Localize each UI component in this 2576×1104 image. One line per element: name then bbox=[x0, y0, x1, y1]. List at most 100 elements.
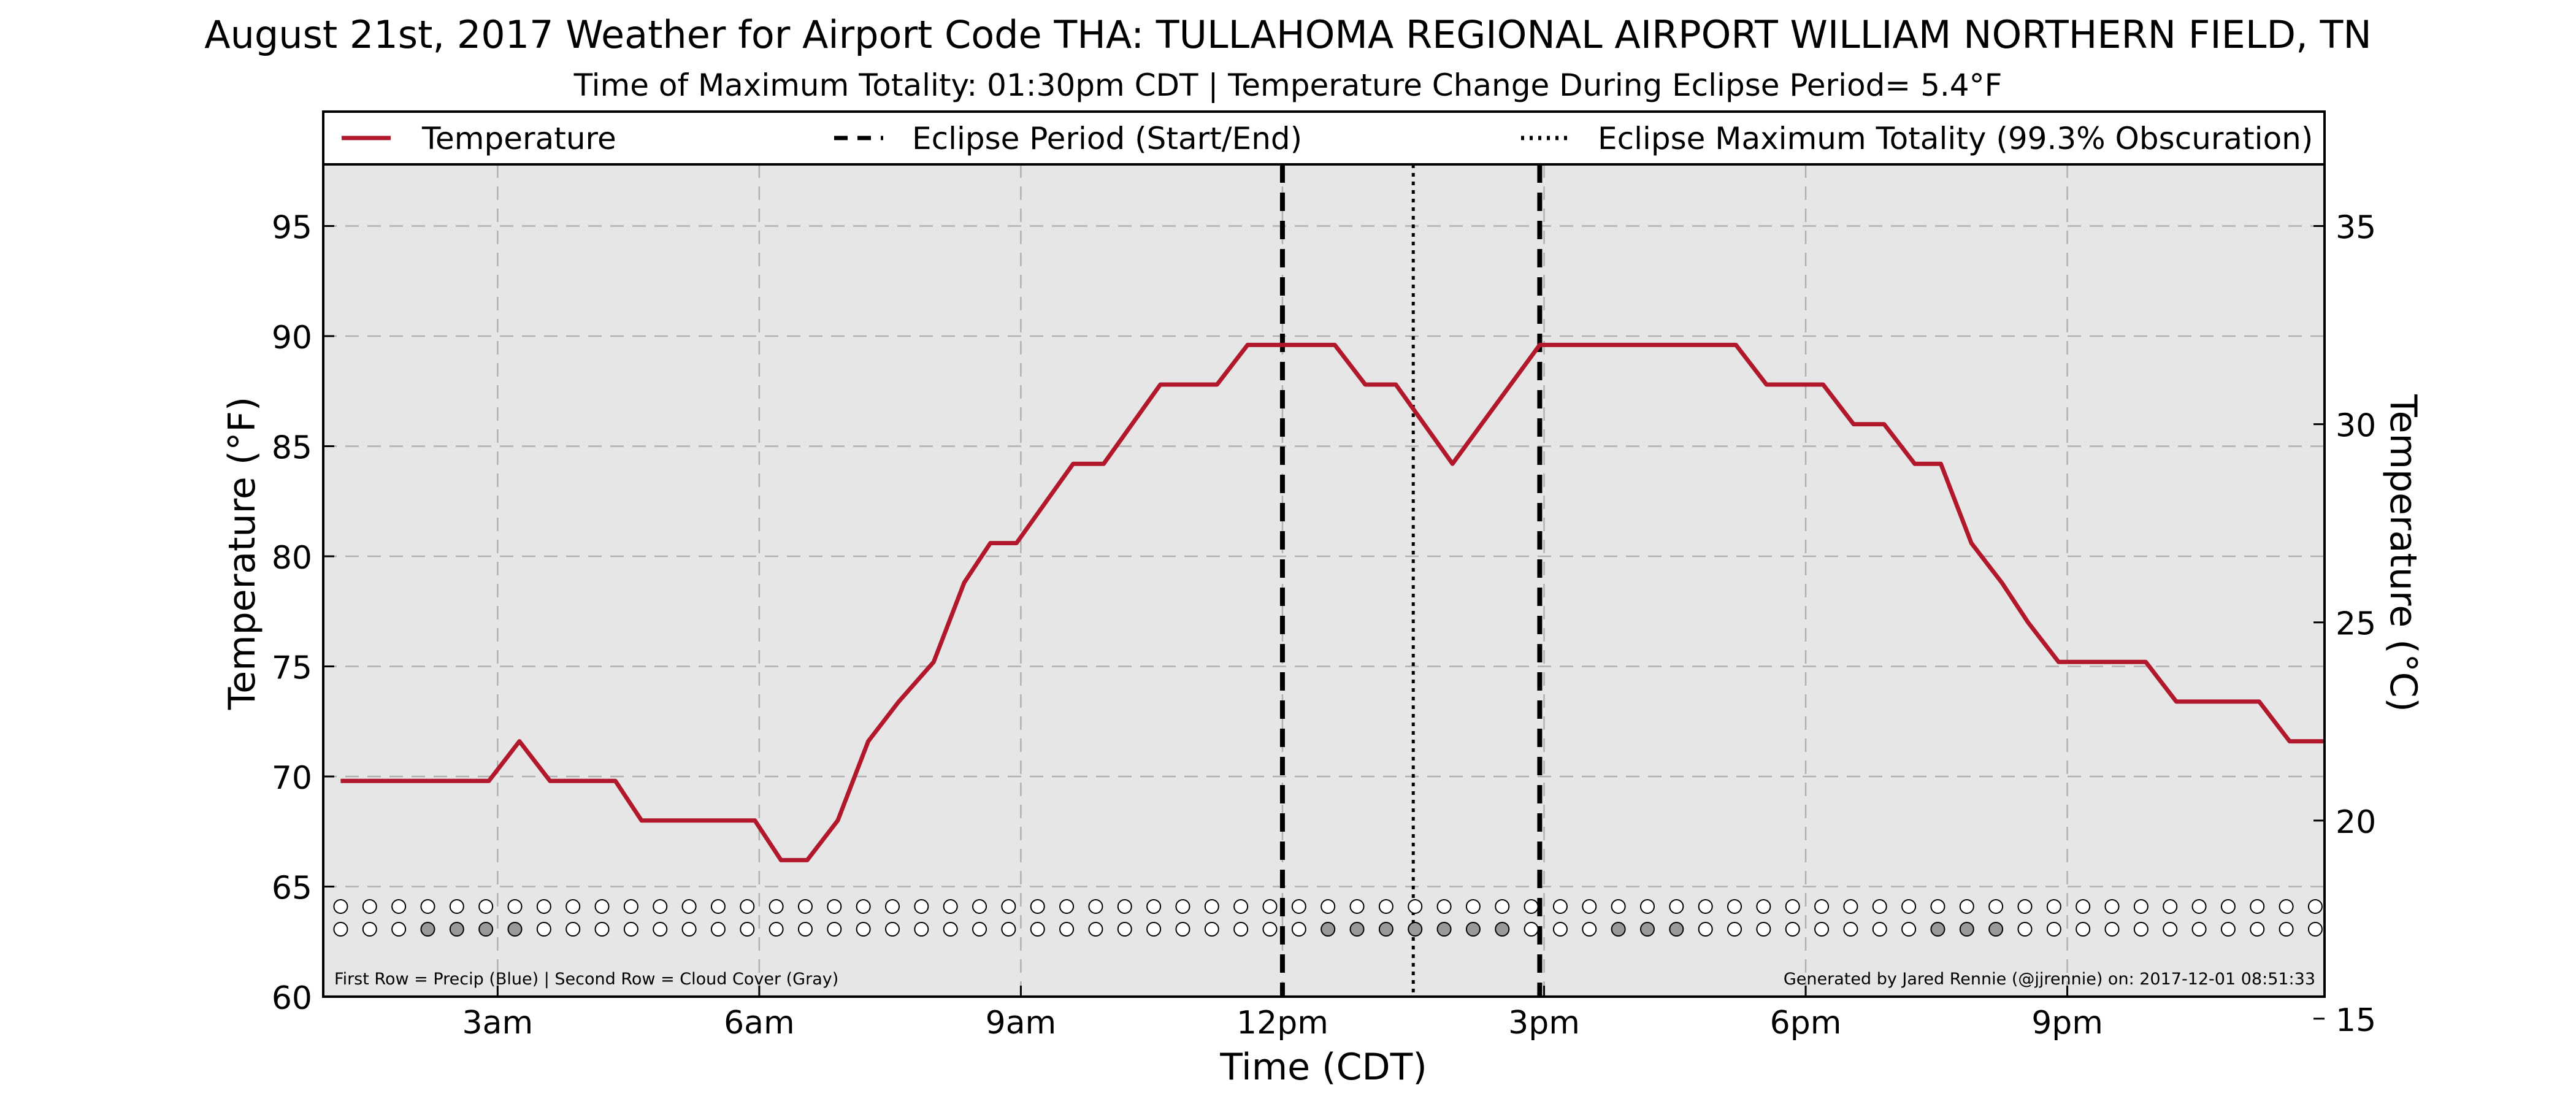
precip-marker bbox=[1030, 899, 1045, 914]
precip-marker bbox=[769, 899, 784, 914]
cloud-cover-marker bbox=[594, 922, 610, 937]
precip-marker bbox=[565, 899, 581, 914]
y-tick-label-left: 95 bbox=[272, 210, 312, 247]
cloud-cover-marker bbox=[827, 922, 842, 937]
precip-marker bbox=[1088, 899, 1103, 914]
cloud-cover-marker bbox=[420, 922, 435, 937]
precip-marker bbox=[2191, 899, 2207, 914]
precip-marker bbox=[1872, 899, 1887, 914]
legend-label: Eclipse Period (Start/End) bbox=[912, 121, 1302, 156]
cloud-cover-marker bbox=[885, 922, 900, 937]
grid bbox=[323, 164, 2325, 997]
cloud-cover-marker bbox=[681, 922, 697, 937]
cloud-cover-marker bbox=[1611, 922, 1626, 937]
precip-marker bbox=[1814, 899, 1830, 914]
precip-marker bbox=[623, 899, 638, 914]
x-axis-label: Time (CDT) bbox=[1219, 1046, 1427, 1089]
y-tick-label-right: 30 bbox=[2336, 408, 2376, 445]
precip-marker bbox=[1930, 899, 1945, 914]
precip-marker bbox=[710, 899, 726, 914]
cloud-cover-marker bbox=[1901, 922, 1917, 937]
cloud-cover-marker bbox=[856, 922, 871, 937]
precip-marker bbox=[2046, 899, 2061, 914]
cloud-cover-marker bbox=[710, 922, 726, 937]
footnote-right: Generated by Jared Rennie (@jjrennie) on… bbox=[1784, 970, 2315, 989]
plot-area bbox=[323, 164, 2325, 997]
cloud-cover-marker bbox=[1843, 922, 1858, 937]
precip-marker bbox=[1204, 899, 1219, 914]
cloud-cover-marker bbox=[2220, 922, 2236, 937]
y-tick-label-left: 65 bbox=[272, 870, 312, 907]
y-tick-label-right: 20 bbox=[2336, 804, 2376, 841]
precip-marker bbox=[2076, 899, 2091, 914]
cloud-cover-marker bbox=[449, 922, 464, 937]
y-tick-label-right: 25 bbox=[2336, 606, 2376, 643]
cloud-cover-marker bbox=[1698, 922, 1713, 937]
precip-marker bbox=[391, 899, 407, 914]
cloud-cover-marker bbox=[478, 922, 494, 937]
precip-marker bbox=[972, 899, 987, 914]
cloud-cover-marker bbox=[1814, 922, 1830, 937]
cloud-cover-marker bbox=[943, 922, 958, 937]
cloud-cover-marker bbox=[1959, 922, 1974, 937]
cloud-cover-marker bbox=[1727, 922, 1742, 937]
precip-marker bbox=[1698, 899, 1713, 914]
series-layer bbox=[340, 342, 2325, 862]
precip-marker bbox=[1843, 899, 1858, 914]
precip-marker bbox=[1669, 899, 1684, 914]
precip-marker bbox=[1408, 899, 1423, 914]
precip-marker bbox=[1988, 899, 2004, 914]
eclipse-lines bbox=[1279, 164, 1543, 997]
precip-marker bbox=[2307, 899, 2323, 914]
chart-subtitle: Time of Maximum Totality: 01:30pm CDT | … bbox=[573, 67, 2003, 103]
x-tick-label: 3pm bbox=[1508, 1005, 1580, 1041]
precip-marker bbox=[1582, 899, 1597, 914]
cloud-cover-marker bbox=[1321, 922, 1336, 937]
precip-marker bbox=[797, 899, 813, 914]
cloud-cover-marker bbox=[1146, 922, 1162, 937]
cloud-cover-marker bbox=[1436, 922, 1452, 937]
y-tick-label-right: 15 bbox=[2336, 1002, 2376, 1039]
observation-markers bbox=[333, 899, 2323, 937]
precip-marker bbox=[1146, 899, 1162, 914]
x-tick-label: 3am bbox=[462, 1005, 534, 1041]
precip-marker bbox=[1465, 899, 1481, 914]
axes: 60 65 70 75 80 85 90 95 15 20 25 30 35 3am 6am 9am 12pm 3… bbox=[272, 210, 2376, 1041]
cloud-cover-marker bbox=[1582, 922, 1597, 937]
cloud-cover-marker bbox=[2076, 922, 2091, 937]
cloud-cover-marker bbox=[1785, 922, 1800, 937]
precip-marker bbox=[2250, 899, 2265, 914]
cloud-cover-marker bbox=[653, 922, 668, 937]
precip-marker bbox=[653, 899, 668, 914]
cloud-cover-marker bbox=[2017, 922, 2033, 937]
precip-marker bbox=[1524, 899, 1539, 914]
cloud-cover-marker bbox=[1262, 922, 1278, 937]
cloud-cover-marker bbox=[1233, 922, 1249, 937]
precip-marker bbox=[1727, 899, 1742, 914]
y-axis-label-right: Temperature (°C) bbox=[2382, 394, 2425, 712]
cloud-cover-marker bbox=[1204, 922, 1219, 937]
cloud-cover-marker bbox=[1378, 922, 1393, 937]
precip-marker bbox=[1378, 899, 1393, 914]
cloud-cover-marker bbox=[2104, 922, 2120, 937]
precip-marker bbox=[885, 899, 900, 914]
cloud-cover-marker bbox=[2133, 922, 2149, 937]
cloud-cover-marker bbox=[914, 922, 929, 937]
precip-marker bbox=[362, 899, 377, 914]
precip-marker bbox=[333, 899, 348, 914]
cloud-cover-marker bbox=[333, 922, 348, 937]
precip-marker bbox=[2163, 899, 2178, 914]
precip-marker bbox=[2279, 899, 2294, 914]
precip-marker bbox=[2133, 899, 2149, 914]
footnote-left: First Row = Precip (Blue) | Second Row =… bbox=[334, 970, 838, 989]
precip-marker bbox=[1001, 899, 1016, 914]
cloud-cover-marker bbox=[2307, 922, 2323, 937]
y-tick-label-left: 85 bbox=[272, 430, 312, 467]
cloud-cover-marker bbox=[362, 922, 377, 937]
precip-marker bbox=[1611, 899, 1626, 914]
cloud-cover-marker bbox=[391, 922, 407, 937]
precip-marker bbox=[2220, 899, 2236, 914]
precip-marker bbox=[507, 899, 523, 914]
precip-marker bbox=[1495, 899, 1510, 914]
